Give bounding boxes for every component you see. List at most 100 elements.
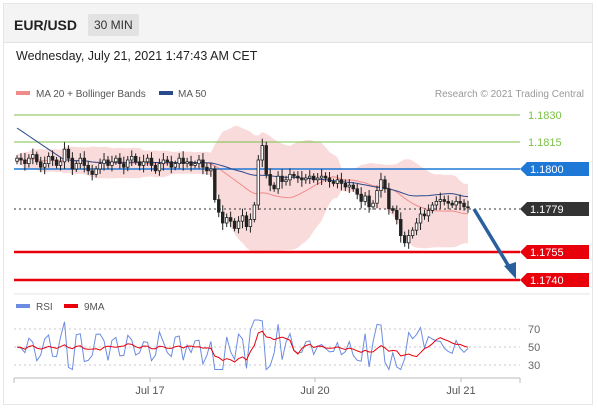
x-axis: Jul 17 Jul 20 Jul 21 — [13, 378, 521, 397]
candle — [19, 153, 23, 165]
candle — [264, 141, 268, 179]
candle — [62, 142, 67, 169]
candle — [375, 185, 379, 209]
candle — [82, 151, 86, 173]
level-label-support: 1.1740 — [520, 273, 589, 287]
candle — [39, 156, 43, 173]
candle — [42, 156, 47, 175]
candle — [430, 202, 435, 214]
timeframe-button[interactable]: 30 MIN — [88, 14, 139, 36]
candle — [355, 183, 359, 200]
x-tick-label: Jul 17 — [135, 385, 164, 397]
candle — [35, 151, 39, 165]
candle — [414, 218, 419, 236]
candle — [422, 210, 427, 220]
candle — [141, 154, 146, 173]
candle — [221, 205, 225, 230]
candle — [248, 213, 253, 233]
candle — [300, 171, 304, 187]
rsi-line — [16, 319, 469, 371]
candle — [189, 155, 193, 172]
level-label-resistance: 1.1830 — [528, 110, 562, 122]
candle — [98, 158, 102, 174]
ma50-legend-swatch — [159, 91, 173, 95]
ma50-line — [16, 127, 469, 198]
candle — [434, 196, 439, 210]
level-label-support: 1.1755 — [520, 245, 589, 259]
candle — [462, 199, 466, 211]
candle — [114, 155, 118, 165]
rsi-ma-line — [16, 330, 469, 363]
rsi-legend-label: RSI — [36, 302, 53, 313]
level-label-pivot: 1.1800 — [520, 162, 589, 176]
rsi-tick-label: 70 — [528, 324, 540, 336]
candle — [177, 153, 181, 169]
candle — [292, 171, 296, 180]
level-label-current: 1.1779 — [520, 202, 589, 216]
candle — [54, 157, 59, 169]
svg-text:1.1800: 1.1800 — [530, 164, 564, 176]
candle — [70, 152, 75, 175]
candle — [213, 166, 217, 203]
svg-text:1.1740: 1.1740 — [530, 275, 564, 287]
candle — [137, 156, 142, 171]
candle — [23, 153, 27, 171]
candle — [27, 154, 31, 168]
candle — [418, 207, 423, 230]
candle — [66, 145, 71, 163]
bollinger-legend-swatch — [16, 91, 30, 95]
symbol-label: EUR/USD — [14, 17, 78, 33]
candle — [280, 169, 284, 189]
candle — [46, 152, 51, 168]
candle — [438, 192, 443, 209]
candle — [118, 153, 122, 169]
ma50-path — [16, 127, 469, 198]
candle — [410, 227, 415, 239]
candle — [391, 205, 395, 214]
candle — [284, 175, 288, 186]
candle — [458, 194, 462, 211]
candle — [276, 171, 280, 194]
candle — [454, 196, 458, 210]
forecast-arrow — [472, 208, 516, 279]
svg-text:1.1779: 1.1779 — [530, 204, 564, 216]
candle — [74, 160, 79, 172]
candle — [224, 213, 229, 227]
candle — [252, 202, 257, 223]
candle — [387, 182, 391, 215]
candle — [145, 154, 150, 166]
level-label-resistance: 1.1815 — [528, 137, 562, 149]
candle — [217, 194, 221, 218]
candle — [165, 156, 170, 166]
chart-header: EUR/USD 30 MIN — [4, 4, 592, 43]
candle — [315, 173, 320, 185]
candle — [399, 212, 403, 243]
candle — [240, 208, 245, 229]
candle — [173, 160, 177, 171]
bollinger-band — [17, 125, 468, 254]
candle — [110, 155, 114, 172]
candle — [359, 187, 363, 209]
candle — [58, 156, 63, 171]
candle — [319, 169, 324, 185]
candle — [169, 155, 173, 174]
candle — [102, 153, 106, 171]
candle — [312, 173, 316, 183]
rsi-ma-legend-label: 9MA — [84, 302, 105, 313]
candle — [232, 218, 237, 232]
candle — [331, 178, 336, 187]
credit-label: Research © 2021 Trading Central — [435, 89, 584, 100]
candle — [339, 172, 344, 191]
candle — [403, 231, 407, 247]
candle — [122, 156, 126, 175]
candle — [323, 172, 328, 182]
widget-frame — [3, 3, 593, 405]
candle — [90, 164, 94, 181]
candle — [78, 153, 82, 169]
candle — [209, 163, 213, 177]
rsi-grid: 70 50 30 — [14, 324, 540, 372]
candle — [383, 175, 387, 193]
rsi-tick-label: 50 — [528, 342, 540, 354]
candle — [379, 172, 383, 198]
candle — [228, 211, 233, 228]
